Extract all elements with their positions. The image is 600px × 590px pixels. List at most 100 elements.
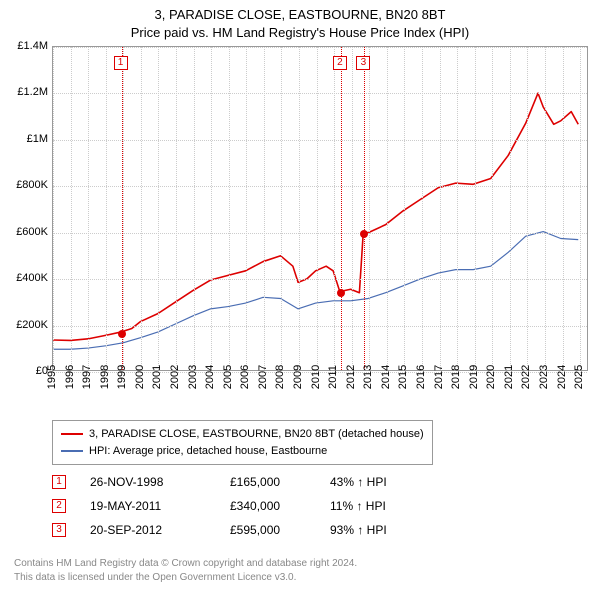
events-row-1: 1 26-NOV-1998 £165,000 43% ↑ HPI xyxy=(52,470,440,494)
gridline-v xyxy=(71,47,72,370)
event-marker-1: 1 xyxy=(52,475,66,489)
xtick-label: 2025 xyxy=(573,365,585,389)
legend-label-2: HPI: Average price, detached house, East… xyxy=(89,443,327,460)
xtick-label: 2020 xyxy=(485,365,497,389)
gridline-v xyxy=(404,47,405,370)
event-line xyxy=(364,47,365,370)
event-price-1: £165,000 xyxy=(230,475,330,489)
legend-swatch-2 xyxy=(61,450,83,452)
gridline-v xyxy=(422,47,423,370)
events-row-3: 3 20-SEP-2012 £595,000 93% ↑ HPI xyxy=(52,518,440,542)
ytick-label: £600K xyxy=(2,226,48,238)
ytick-label: £800K xyxy=(2,179,48,191)
legend-swatch-1 xyxy=(61,433,83,435)
event-marker-box: 2 xyxy=(333,56,347,70)
xtick-label: 2004 xyxy=(204,365,216,389)
gridline-v xyxy=(281,47,282,370)
event-date-3: 20-SEP-2012 xyxy=(90,523,230,537)
gridline-v xyxy=(580,47,581,370)
gridline-v xyxy=(387,47,388,370)
gridline-v xyxy=(510,47,511,370)
event-point-marker xyxy=(360,230,368,238)
gridline-v xyxy=(299,47,300,370)
xtick-label: 2024 xyxy=(556,365,568,389)
xtick-label: 2019 xyxy=(468,365,480,389)
gridline-h xyxy=(53,93,587,94)
gridline-v xyxy=(317,47,318,370)
event-line xyxy=(122,47,123,370)
chart-container: 3, PARADISE CLOSE, EASTBOURNE, BN20 8BT … xyxy=(0,0,600,590)
xtick-label: 2013 xyxy=(362,365,374,389)
legend: 3, PARADISE CLOSE, EASTBOURNE, BN20 8BT … xyxy=(52,420,433,465)
gridline-v xyxy=(158,47,159,370)
event-marker-3: 3 xyxy=(52,523,66,537)
gridline-h xyxy=(53,279,587,280)
xtick-label: 2003 xyxy=(187,365,199,389)
gridline-v xyxy=(527,47,528,370)
gridline-v xyxy=(563,47,564,370)
gridline-v xyxy=(492,47,493,370)
event-marker-box: 1 xyxy=(114,56,128,70)
gridline-v xyxy=(106,47,107,370)
xtick-label: 2023 xyxy=(538,365,550,389)
event-pct-2: 11% ↑ HPI xyxy=(330,499,440,513)
xtick-label: 2021 xyxy=(503,365,515,389)
ytick-label: £1M xyxy=(2,133,48,145)
xtick-label: 2022 xyxy=(520,365,532,389)
xtick-label: 1997 xyxy=(81,365,93,389)
event-price-2: £340,000 xyxy=(230,499,330,513)
gridline-v xyxy=(457,47,458,370)
event-pct-3: 93% ↑ HPI xyxy=(330,523,440,537)
xtick-label: 2010 xyxy=(310,365,322,389)
footer-line1: Contains HM Land Registry data © Crown c… xyxy=(14,557,357,571)
events-table: 1 26-NOV-1998 £165,000 43% ↑ HPI 2 19-MA… xyxy=(52,470,440,542)
event-date-1: 26-NOV-1998 xyxy=(90,475,230,489)
xtick-label: 2014 xyxy=(380,365,392,389)
gridline-v xyxy=(264,47,265,370)
gridline-h xyxy=(53,326,587,327)
ytick-label: £0 xyxy=(2,365,48,377)
gridline-v xyxy=(369,47,370,370)
gridline-h xyxy=(53,47,587,48)
ytick-label: £200K xyxy=(2,319,48,331)
xtick-label: 1996 xyxy=(64,365,76,389)
gridline-h xyxy=(53,186,587,187)
xtick-label: 2001 xyxy=(151,365,163,389)
footer: Contains HM Land Registry data © Crown c… xyxy=(14,557,357,584)
xtick-label: 2007 xyxy=(257,365,269,389)
title-line2: Price paid vs. HM Land Registry's House … xyxy=(0,24,600,42)
legend-row-1: 3, PARADISE CLOSE, EASTBOURNE, BN20 8BT … xyxy=(61,426,424,443)
xtick-label: 2005 xyxy=(222,365,234,389)
xtick-label: 2006 xyxy=(239,365,251,389)
gridline-v xyxy=(88,47,89,370)
xtick-label: 1998 xyxy=(99,365,111,389)
ytick-label: £1.4M xyxy=(2,40,48,52)
event-price-3: £595,000 xyxy=(230,523,330,537)
event-pct-1: 43% ↑ HPI xyxy=(330,475,440,489)
chart-plot-area xyxy=(52,46,588,371)
event-point-marker xyxy=(337,289,345,297)
xtick-label: 2018 xyxy=(450,365,462,389)
title-line1: 3, PARADISE CLOSE, EASTBOURNE, BN20 8BT xyxy=(0,6,600,24)
xtick-label: 2009 xyxy=(292,365,304,389)
gridline-v xyxy=(440,47,441,370)
event-point-marker xyxy=(118,330,126,338)
event-line xyxy=(341,47,342,370)
legend-label-1: 3, PARADISE CLOSE, EASTBOURNE, BN20 8BT … xyxy=(89,426,424,443)
gridline-h xyxy=(53,140,587,141)
gridline-v xyxy=(246,47,247,370)
gridline-v xyxy=(53,47,54,370)
gridline-v xyxy=(545,47,546,370)
gridline-v xyxy=(229,47,230,370)
xtick-label: 2017 xyxy=(433,365,445,389)
gridline-h xyxy=(53,233,587,234)
ytick-label: £1.2M xyxy=(2,86,48,98)
gridline-v xyxy=(194,47,195,370)
legend-row-2: HPI: Average price, detached house, East… xyxy=(61,443,424,460)
events-row-2: 2 19-MAY-2011 £340,000 11% ↑ HPI xyxy=(52,494,440,518)
xtick-label: 1995 xyxy=(46,365,58,389)
gridline-v xyxy=(211,47,212,370)
xtick-label: 2002 xyxy=(169,365,181,389)
xtick-label: 2016 xyxy=(415,365,427,389)
footer-line2: This data is licensed under the Open Gov… xyxy=(14,571,357,585)
